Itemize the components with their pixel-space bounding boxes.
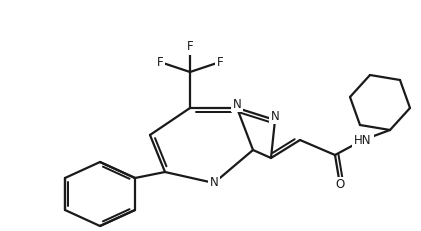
Text: F: F [187, 40, 193, 54]
Text: F: F [157, 55, 163, 69]
Text: O: O [336, 179, 345, 191]
Text: HN: HN [354, 134, 372, 146]
Text: N: N [210, 176, 218, 189]
Text: N: N [233, 97, 241, 110]
Text: F: F [217, 55, 223, 69]
Text: N: N [271, 109, 280, 122]
